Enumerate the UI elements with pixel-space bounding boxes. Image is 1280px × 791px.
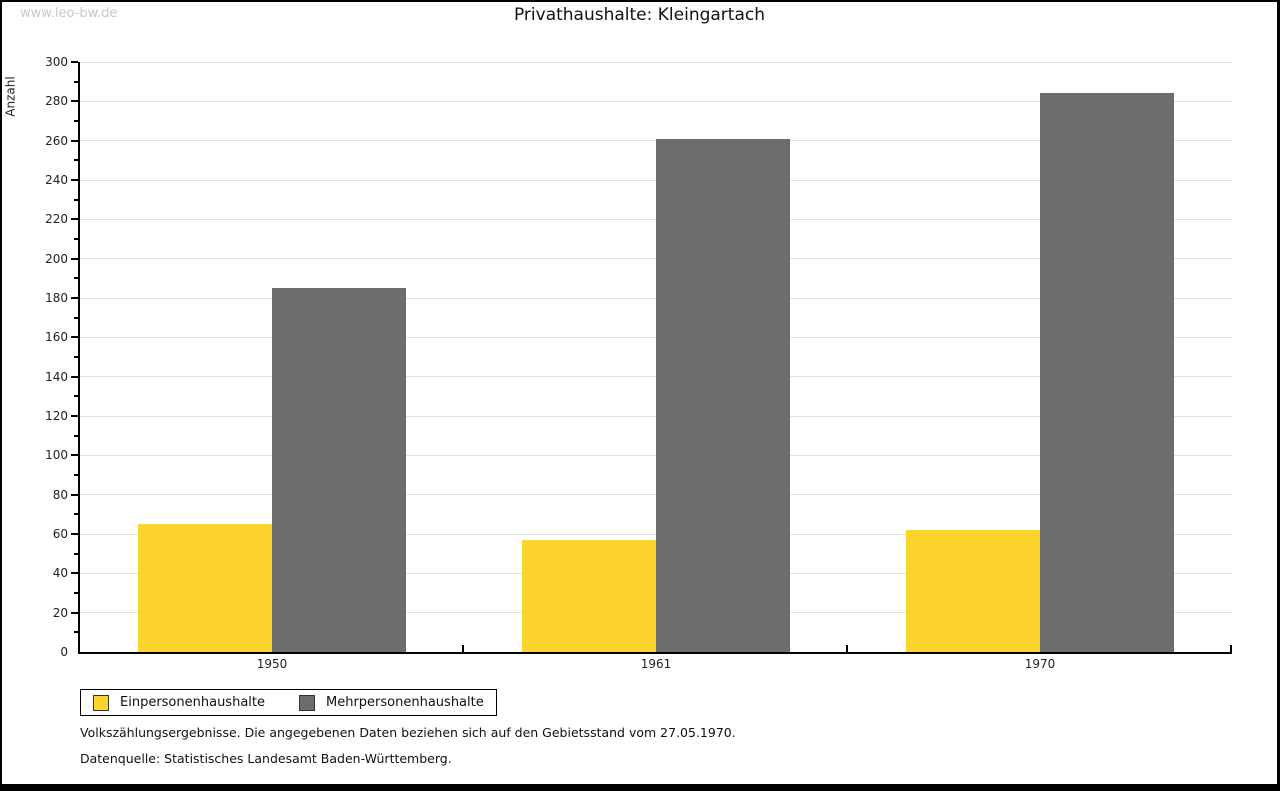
y-tick-major (71, 100, 78, 103)
y-tick-label: 120 (45, 409, 68, 423)
x-axis-tick (462, 645, 464, 652)
bar-mehrpersonenhaushalte-1961 (656, 138, 790, 652)
legend-swatch-mehrpersonenhaushalte (299, 694, 315, 711)
y-tick-label: 260 (45, 133, 68, 148)
chart-title: Privathaushalte: Kleingartach (513, 5, 766, 25)
y-tick-label: 20 (52, 605, 68, 620)
x-axis-tick (846, 645, 848, 652)
legend: Einpersonenhaushalte Mehrpersonenhaushal… (80, 689, 497, 716)
bar-einpersonenhaushalte-1970 (906, 530, 1040, 652)
y-tick-label: 40 (52, 566, 68, 581)
legend-swatch-einpersonenhaushalte (93, 694, 109, 711)
y-tick-minor (74, 631, 78, 634)
y-tick-label: 0 (60, 645, 68, 659)
y-tick-major (71, 139, 78, 142)
y-tick-minor (74, 316, 78, 319)
y-tick-minor (74, 592, 78, 594)
x-axis-tick (1230, 645, 1232, 652)
y-tick-minor (74, 238, 78, 240)
y-tick-label: 220 (45, 212, 68, 227)
footnote-source-note: Volkszählungsergebnisse. Die angegebenen… (80, 725, 736, 740)
y-tick-major (71, 297, 78, 299)
y-tick-minor (74, 474, 78, 476)
y-tick-minor (74, 120, 78, 122)
legend-item-mehrpersonenhaushalte: Mehrpersonenhaushalte (299, 694, 484, 711)
y-tick-minor (74, 395, 78, 398)
y-tick-label: 80 (52, 487, 68, 502)
x-tick-label-1961: 1961 (640, 657, 672, 671)
y-tick-major (71, 454, 78, 457)
y-tick-major (71, 375, 78, 378)
y-tick-major (71, 415, 78, 417)
y-tick-minor (74, 198, 78, 201)
y-tick-major (71, 257, 78, 260)
y-tick-minor (74, 356, 78, 358)
bar-einpersonenhaushalte-1950 (138, 524, 272, 652)
y-tick-minor (74, 513, 78, 516)
y-tick-major (71, 179, 78, 181)
y-tick-label: 60 (52, 527, 68, 541)
y-tick-minor (74, 80, 78, 83)
y-tick-major (71, 572, 78, 575)
y-tick-label: 280 (45, 94, 68, 109)
plot-area (71, 61, 1232, 654)
y-tick-major (71, 61, 78, 63)
y-tick-major (71, 218, 78, 221)
legend-label-mehrpersonenhaushalte: Mehrpersonenhaushalte (326, 695, 484, 710)
gridline (80, 100, 1232, 102)
bar-einpersonenhaushalte-1961 (522, 539, 656, 652)
y-tick-minor (74, 277, 78, 280)
footnote-data-source: Datenquelle: Statistisches Landesamt Bad… (80, 751, 452, 766)
y-axis-label: Anzahl (3, 76, 18, 117)
y-tick-minor (74, 434, 78, 437)
legend-item-einpersonenhaushalte: Einpersonenhaushalte (93, 694, 265, 711)
bar-mehrpersonenhaushalte-1970 (1040, 93, 1174, 652)
gridline (80, 61, 1232, 63)
y-tick-label: 300 (45, 55, 68, 69)
y-tick-minor (74, 552, 78, 555)
y-tick-label: 240 (45, 173, 68, 187)
y-tick-label: 200 (45, 251, 68, 266)
y-tick-label: 160 (45, 330, 68, 345)
x-tick-label-1950: 1950 (256, 657, 288, 671)
legend-label-einpersonenhaushalte: Einpersonenhaushalte (120, 695, 265, 710)
watermark: www.leo-bw.de (20, 6, 118, 21)
x-tick-label-1970: 1970 (1024, 657, 1056, 671)
y-tick-minor (74, 159, 78, 162)
y-tick-major (71, 336, 78, 339)
y-tick-major (71, 611, 78, 614)
bar-mehrpersonenhaushalte-1950 (272, 288, 406, 652)
y-tick-major (71, 533, 78, 535)
y-tick-label: 140 (45, 369, 68, 384)
y-tick-label: 100 (45, 448, 68, 463)
y-tick-label: 180 (45, 291, 68, 305)
y-tick-major (71, 493, 78, 496)
